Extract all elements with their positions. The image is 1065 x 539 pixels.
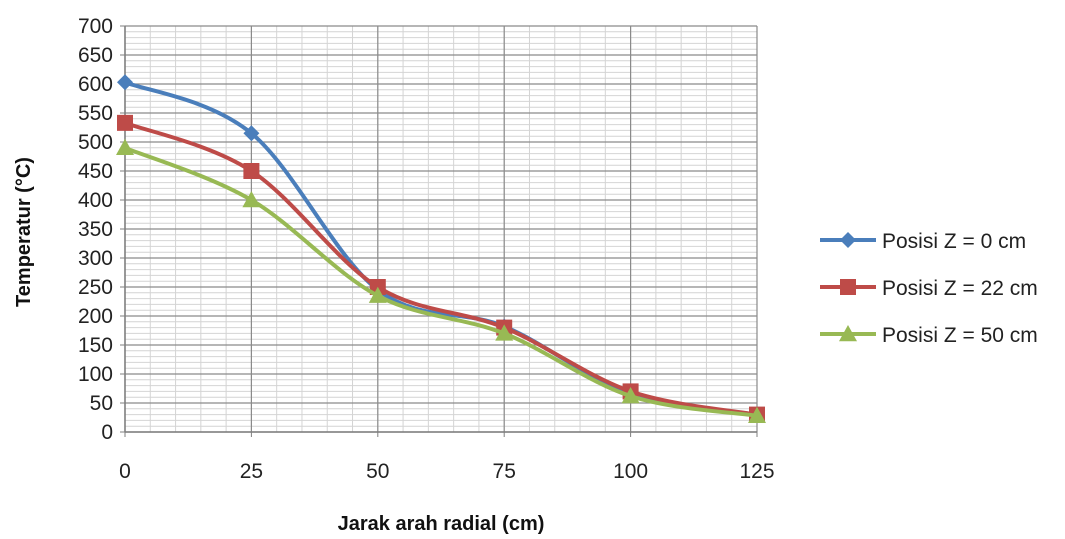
x-tick-label: 50 [366,460,389,483]
data-point [117,114,133,131]
x-axis-title: Jarak arah radial (cm) [338,513,545,535]
y-axis-title: Temperatur (°C) [13,157,35,307]
legend-label: Posisi Z = 22 cm [882,277,1038,300]
series-line [124,120,758,417]
x-tick-label: 100 [613,460,648,483]
data-point [243,163,260,179]
series-3 [116,138,766,423]
series-line [124,145,758,418]
legend-item: Posisi Z = 50 cm [820,324,1038,347]
y-tick-label: 400 [78,189,113,212]
data-point [748,406,766,423]
y-tick-label: 50 [90,392,113,415]
y-tick-label: 500 [78,131,113,154]
x-tick-label: 125 [739,460,774,483]
data-point [117,74,133,91]
series-2 [117,114,765,423]
data-point [116,138,134,155]
legend-marker [840,232,856,248]
x-tick-labels: 0 25 50 75 100 125 [119,432,775,483]
y-tick-label: 300 [78,247,113,270]
legend-marker [839,325,857,342]
y-tick-label: 350 [78,218,113,241]
y-tick-label: 650 [78,44,113,67]
x-tick-label: 25 [240,460,263,483]
data-point [368,286,387,303]
data-point [242,191,261,208]
legend: Posisi Z = 0 cm Posisi Z = 22 cm Posisi Z … [820,230,1038,347]
y-tick-label: 100 [78,363,113,386]
y-tick-labels: 0 50 100 150 200 250 300 350 400 450 500 550 600 650 7… [78,15,125,444]
y-tick-label: 150 [78,334,113,357]
legend-item: Posisi Z = 0 cm [820,230,1026,253]
series-lines [116,74,766,423]
data-point [243,125,260,142]
major-gridlines [124,25,758,433]
y-tick-label: 450 [78,160,113,183]
legend-label: Posisi Z = 50 cm [882,324,1038,347]
y-tick-label: 550 [78,102,113,125]
legend-label: Posisi Z = 0 cm [882,230,1026,253]
y-tick-label: 0 [101,421,113,444]
y-tick-label: 200 [78,305,113,328]
legend-marker [840,279,856,295]
y-tick-label: 700 [78,15,113,38]
series-1 [117,74,765,423]
legend-item: Posisi Z = 22 cm [820,277,1038,300]
y-tick-label: 250 [78,276,113,299]
x-tick-label: 75 [493,460,516,483]
y-tick-label: 600 [78,73,113,96]
data-point [495,324,514,341]
series-line [124,80,758,417]
data-point [621,387,640,404]
x-tick-label: 0 [119,460,131,483]
